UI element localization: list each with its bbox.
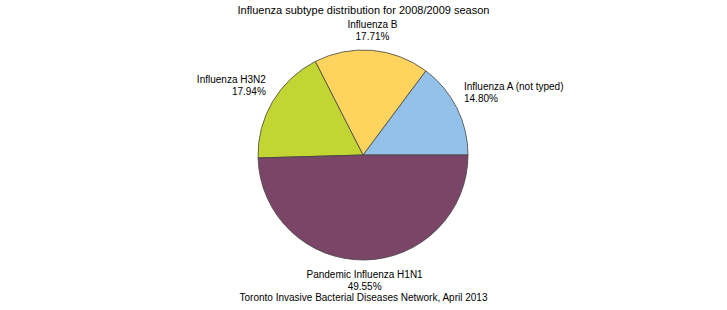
- svg-text:Influenza B17.71%: Influenza B17.71%: [348, 19, 398, 42]
- svg-text:Influenza H3N217.94%: Influenza H3N217.94%: [197, 74, 266, 97]
- svg-text:Pandemic Influenza H1N149.55%: Pandemic Influenza H1N149.55%: [307, 269, 424, 292]
- html-text:Toronto Invasive Bacterial Dis: Toronto Invasive Bacterial Diseases Netw…: [239, 292, 488, 303]
- html-text:Influenza subtype distribution: Influenza subtype distribution for 2008/…: [237, 4, 490, 16]
- svg-text:Influenza A (not typed)14.80%: Influenza A (not typed)14.80%: [464, 81, 564, 104]
